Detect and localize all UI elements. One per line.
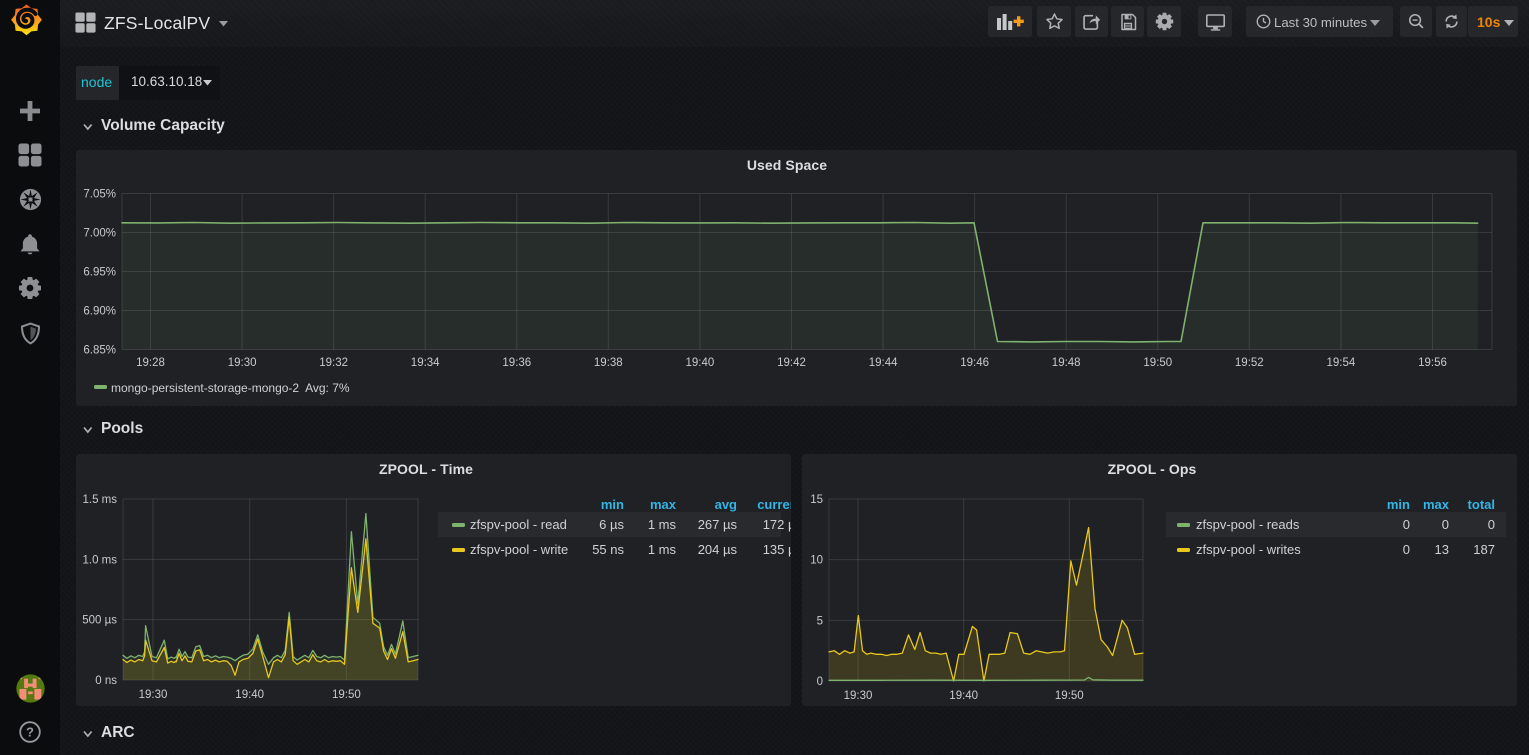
svg-text:7.05%: 7.05% <box>83 189 116 201</box>
svg-text:6.90%: 6.90% <box>83 306 116 318</box>
svg-text:5: 5 <box>817 615 823 627</box>
svg-text:19:30: 19:30 <box>139 689 168 701</box>
svg-text:19:50: 19:50 <box>1143 357 1172 369</box>
svg-text:10: 10 <box>810 555 823 567</box>
svg-text:19:44: 19:44 <box>869 357 898 369</box>
svg-text:19:54: 19:54 <box>1327 357 1356 369</box>
svg-text:19:50: 19:50 <box>332 689 361 701</box>
svg-text:19:30: 19:30 <box>228 357 257 369</box>
svg-text:0 ns: 0 ns <box>95 675 117 687</box>
svg-text:19:38: 19:38 <box>594 357 623 369</box>
svg-text:19:40: 19:40 <box>949 690 978 702</box>
svg-text:15: 15 <box>810 494 823 506</box>
svg-text:19:52: 19:52 <box>1235 357 1264 369</box>
svg-text:19:40: 19:40 <box>686 357 715 369</box>
svg-text:19:46: 19:46 <box>960 357 989 369</box>
svg-text:19:56: 19:56 <box>1418 357 1447 369</box>
svg-text:19:34: 19:34 <box>411 357 440 369</box>
svg-text:6.85%: 6.85% <box>83 345 116 357</box>
svg-text:1.5 ms: 1.5 ms <box>82 494 117 506</box>
svg-text:500 µs: 500 µs <box>82 615 117 627</box>
svg-text:6.95%: 6.95% <box>83 267 116 279</box>
svg-text:?: ? <box>26 725 34 740</box>
svg-text:19:42: 19:42 <box>777 357 806 369</box>
svg-text:19:28: 19:28 <box>136 357 165 369</box>
svg-text:7.00%: 7.00% <box>83 228 116 240</box>
svg-text:19:50: 19:50 <box>1055 690 1084 702</box>
svg-text:0: 0 <box>817 676 823 688</box>
svg-text:19:32: 19:32 <box>319 357 348 369</box>
svg-text:19:30: 19:30 <box>844 690 873 702</box>
svg-text:19:48: 19:48 <box>1052 357 1081 369</box>
svg-text:19:36: 19:36 <box>502 357 531 369</box>
svg-text:19:40: 19:40 <box>235 689 264 701</box>
svg-text:1.0 ms: 1.0 ms <box>82 554 117 566</box>
